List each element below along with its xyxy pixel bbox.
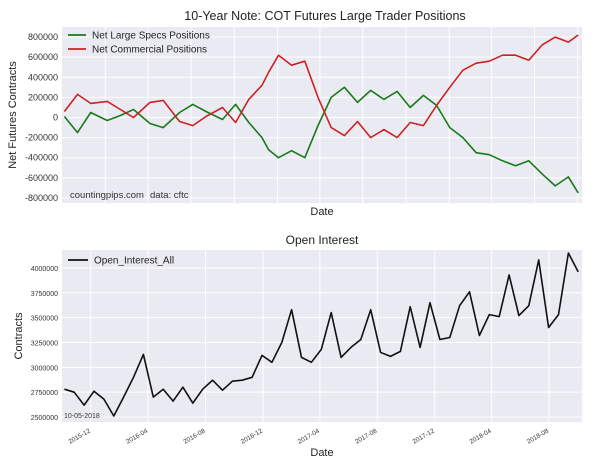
oi-y-axis-label: Contracts bbox=[13, 312, 25, 360]
date-annotation: 10-05-2018 bbox=[64, 413, 100, 420]
cot-chart-title: 10-Year Note: COT Futures Large Trader P… bbox=[184, 9, 465, 23]
oi-plot-area bbox=[62, 250, 582, 422]
source-annotation: countingpips.com bbox=[70, 190, 144, 201]
y-tick-label: -800000 bbox=[25, 193, 58, 203]
cot-series-lines bbox=[63, 34, 579, 194]
x-tick-label: 2017-12 bbox=[412, 427, 436, 445]
y-tick-label: -400000 bbox=[25, 153, 58, 163]
x-tick-label: 2017-04 bbox=[297, 427, 321, 445]
data-annotation: data: cftc bbox=[150, 190, 189, 201]
y-tick-label: 2500000 bbox=[31, 415, 58, 422]
oi-legend: Open_Interest_All bbox=[68, 256, 174, 267]
cot-x-axis-label: Date bbox=[310, 206, 333, 218]
y-tick-label: 800000 bbox=[28, 32, 58, 42]
x-tick-label: 2015-12 bbox=[68, 427, 92, 445]
oi-series-lines bbox=[64, 252, 579, 417]
cot-y-axis-label: Net Futures Contracts bbox=[7, 61, 19, 169]
cot-gridlines bbox=[62, 27, 582, 203]
legend-label-commercial: Net Commercial Positions bbox=[92, 45, 207, 56]
x-tick-label: 2016-12 bbox=[240, 427, 264, 445]
y-tick-label: -600000 bbox=[25, 173, 58, 183]
y-tick-label: 3750000 bbox=[31, 291, 58, 298]
y-tick-label: 3000000 bbox=[31, 365, 58, 372]
oi-gridlines bbox=[62, 250, 582, 422]
series-line-open-interest-all bbox=[64, 252, 579, 417]
cot-legend: Net Large Specs Positions Net Commercial… bbox=[68, 31, 210, 56]
oi-x-ticks: 2015-12 2016-04 2016-08 2016-12 2017-04 2017-… bbox=[68, 427, 551, 445]
open-interest-chart: Open Interest 2500000 2750000 3000000 32500… bbox=[13, 233, 582, 459]
y-tick-label: 0 bbox=[53, 113, 58, 123]
cot-chart: 10-Year Note: COT Futures Large Trader P… bbox=[7, 9, 582, 218]
x-tick-label: 2016-08 bbox=[182, 427, 206, 445]
oi-x-axis-label: Date bbox=[310, 447, 333, 459]
y-tick-label: 200000 bbox=[28, 92, 58, 102]
y-tick-label: 3500000 bbox=[31, 316, 58, 323]
oi-y-ticks: 2500000 2750000 3000000 3250000 3500000 37500… bbox=[31, 266, 58, 422]
x-tick-label: 2018-04 bbox=[468, 427, 492, 445]
x-tick-label: 2016-04 bbox=[125, 427, 149, 445]
y-tick-label: 600000 bbox=[28, 52, 58, 62]
y-tick-label: 400000 bbox=[28, 72, 58, 82]
legend-label-large-specs: Net Large Specs Positions bbox=[92, 31, 210, 42]
series-line-net-commercial-positions bbox=[63, 34, 579, 139]
oi-chart-title: Open Interest bbox=[286, 233, 359, 247]
x-tick-label: 2017-08 bbox=[354, 427, 378, 445]
y-tick-label: -200000 bbox=[25, 133, 58, 143]
cot-plot-area bbox=[62, 27, 582, 203]
y-tick-label: 3250000 bbox=[31, 340, 58, 347]
cot-y-ticks: -800000 -600000 -400000 -200000 0 200000 40000… bbox=[25, 32, 58, 203]
x-tick-label: 2018-08 bbox=[526, 427, 550, 445]
legend-label-open-interest: Open_Interest_All bbox=[94, 256, 174, 267]
y-tick-label: 4000000 bbox=[31, 266, 58, 273]
y-tick-label: 2750000 bbox=[31, 390, 58, 397]
